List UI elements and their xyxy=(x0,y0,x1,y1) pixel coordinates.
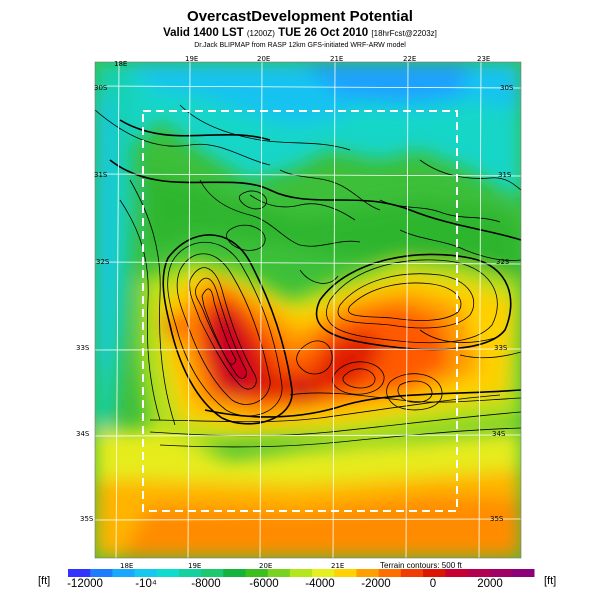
lon-label-top: 18E xyxy=(114,60,128,68)
valid-time: Valid 1400 LST xyxy=(163,27,244,39)
colorbar-swatch xyxy=(467,569,491,577)
model-source: Dr.Jack BLIPMAP from RASP 12km GFS-initi… xyxy=(194,42,406,49)
lon-label-top: 20E xyxy=(257,55,271,63)
colorbar-swatch xyxy=(511,569,535,577)
colorbar-tick: -4000 xyxy=(305,578,335,590)
field-shading xyxy=(95,62,521,558)
lat-label-right: 31S xyxy=(498,171,512,179)
lon-label-top: 23E xyxy=(477,55,491,63)
valid-time-line: Valid 1400 LST (1200Z) TUE 26 Oct 2010 [… xyxy=(0,27,600,39)
colorbar-swatch xyxy=(334,569,357,577)
lat-label-right: 35S xyxy=(490,515,504,523)
colorbar-swatch xyxy=(201,569,224,577)
lon-label-bottom: 19E xyxy=(188,562,202,570)
colorbar-tick: -10⁴ xyxy=(135,578,157,590)
colorbar-swatch xyxy=(90,569,113,577)
lat-label-right: 33S xyxy=(494,344,508,352)
utc-time: (1200Z) xyxy=(246,29,275,38)
terrain-contours-bold xyxy=(109,119,521,425)
colorbar-swatch xyxy=(356,569,380,577)
terrain-contour-note: Terrain contours: 500 ft xyxy=(380,561,462,570)
colorbar-swatch xyxy=(134,569,158,577)
colorbar-tick: -12000 xyxy=(67,578,103,590)
lat-label-right: 34S xyxy=(492,430,506,438)
lat-label-right: 30S xyxy=(500,84,514,92)
lat-label-left: 31S xyxy=(94,171,108,179)
colorbar-unit-left: [ft] xyxy=(38,575,51,587)
colorbar-swatch xyxy=(378,569,402,577)
colorbar-swatch xyxy=(68,569,91,577)
colorbar-tick: -8000 xyxy=(191,578,221,590)
lat-label-left: 34S xyxy=(76,430,90,438)
colorbar-tick: 2000 xyxy=(477,578,503,590)
colorbar-unit-right: [ft] xyxy=(544,575,557,587)
colorbar xyxy=(68,569,535,577)
colorbar-swatch xyxy=(245,569,269,577)
colorbar-tick: -2000 xyxy=(361,578,391,590)
lon-label-top: 21E xyxy=(330,55,344,63)
colorbar-swatch xyxy=(156,569,180,577)
colorbar-tick: -6000 xyxy=(249,578,279,590)
forecast-code: [18hrFcst@2203z] xyxy=(371,29,437,38)
colorbar-swatch xyxy=(267,569,291,577)
graticule xyxy=(94,61,522,559)
lat-label-left: 30S xyxy=(94,84,108,92)
lon-label-bottom: 20E xyxy=(259,562,273,570)
colorbar-swatch xyxy=(223,569,247,577)
lon-label-bottom: 21E xyxy=(331,562,345,570)
lat-label-left: 33S xyxy=(76,344,90,352)
chart-title: OvercastDevelopment Potential xyxy=(187,8,413,25)
lon-label-top: 19E xyxy=(185,55,199,63)
lat-label-left: 35S xyxy=(80,515,94,523)
colorbar-swatch xyxy=(400,569,424,577)
lat-label-left: 32S xyxy=(96,258,110,266)
colorbar-tick: 0 xyxy=(429,578,437,590)
colorbar-swatch xyxy=(423,569,446,577)
map-frame xyxy=(94,61,522,559)
colorbar-swatch xyxy=(178,569,202,577)
inner-domain-box xyxy=(142,110,458,512)
lat-label-right: 32S xyxy=(496,258,510,266)
colorbar-swatch xyxy=(489,569,513,577)
lon-label-top: 22E xyxy=(403,55,417,63)
lon-label-bottom: 18E xyxy=(120,562,134,570)
colorbar-swatch xyxy=(112,569,136,577)
colorbar-swatch xyxy=(312,569,335,577)
colorbar-swatch xyxy=(289,569,313,577)
date: TUE 26 Oct 2010 xyxy=(278,27,369,39)
colorbar-swatch xyxy=(445,569,468,577)
